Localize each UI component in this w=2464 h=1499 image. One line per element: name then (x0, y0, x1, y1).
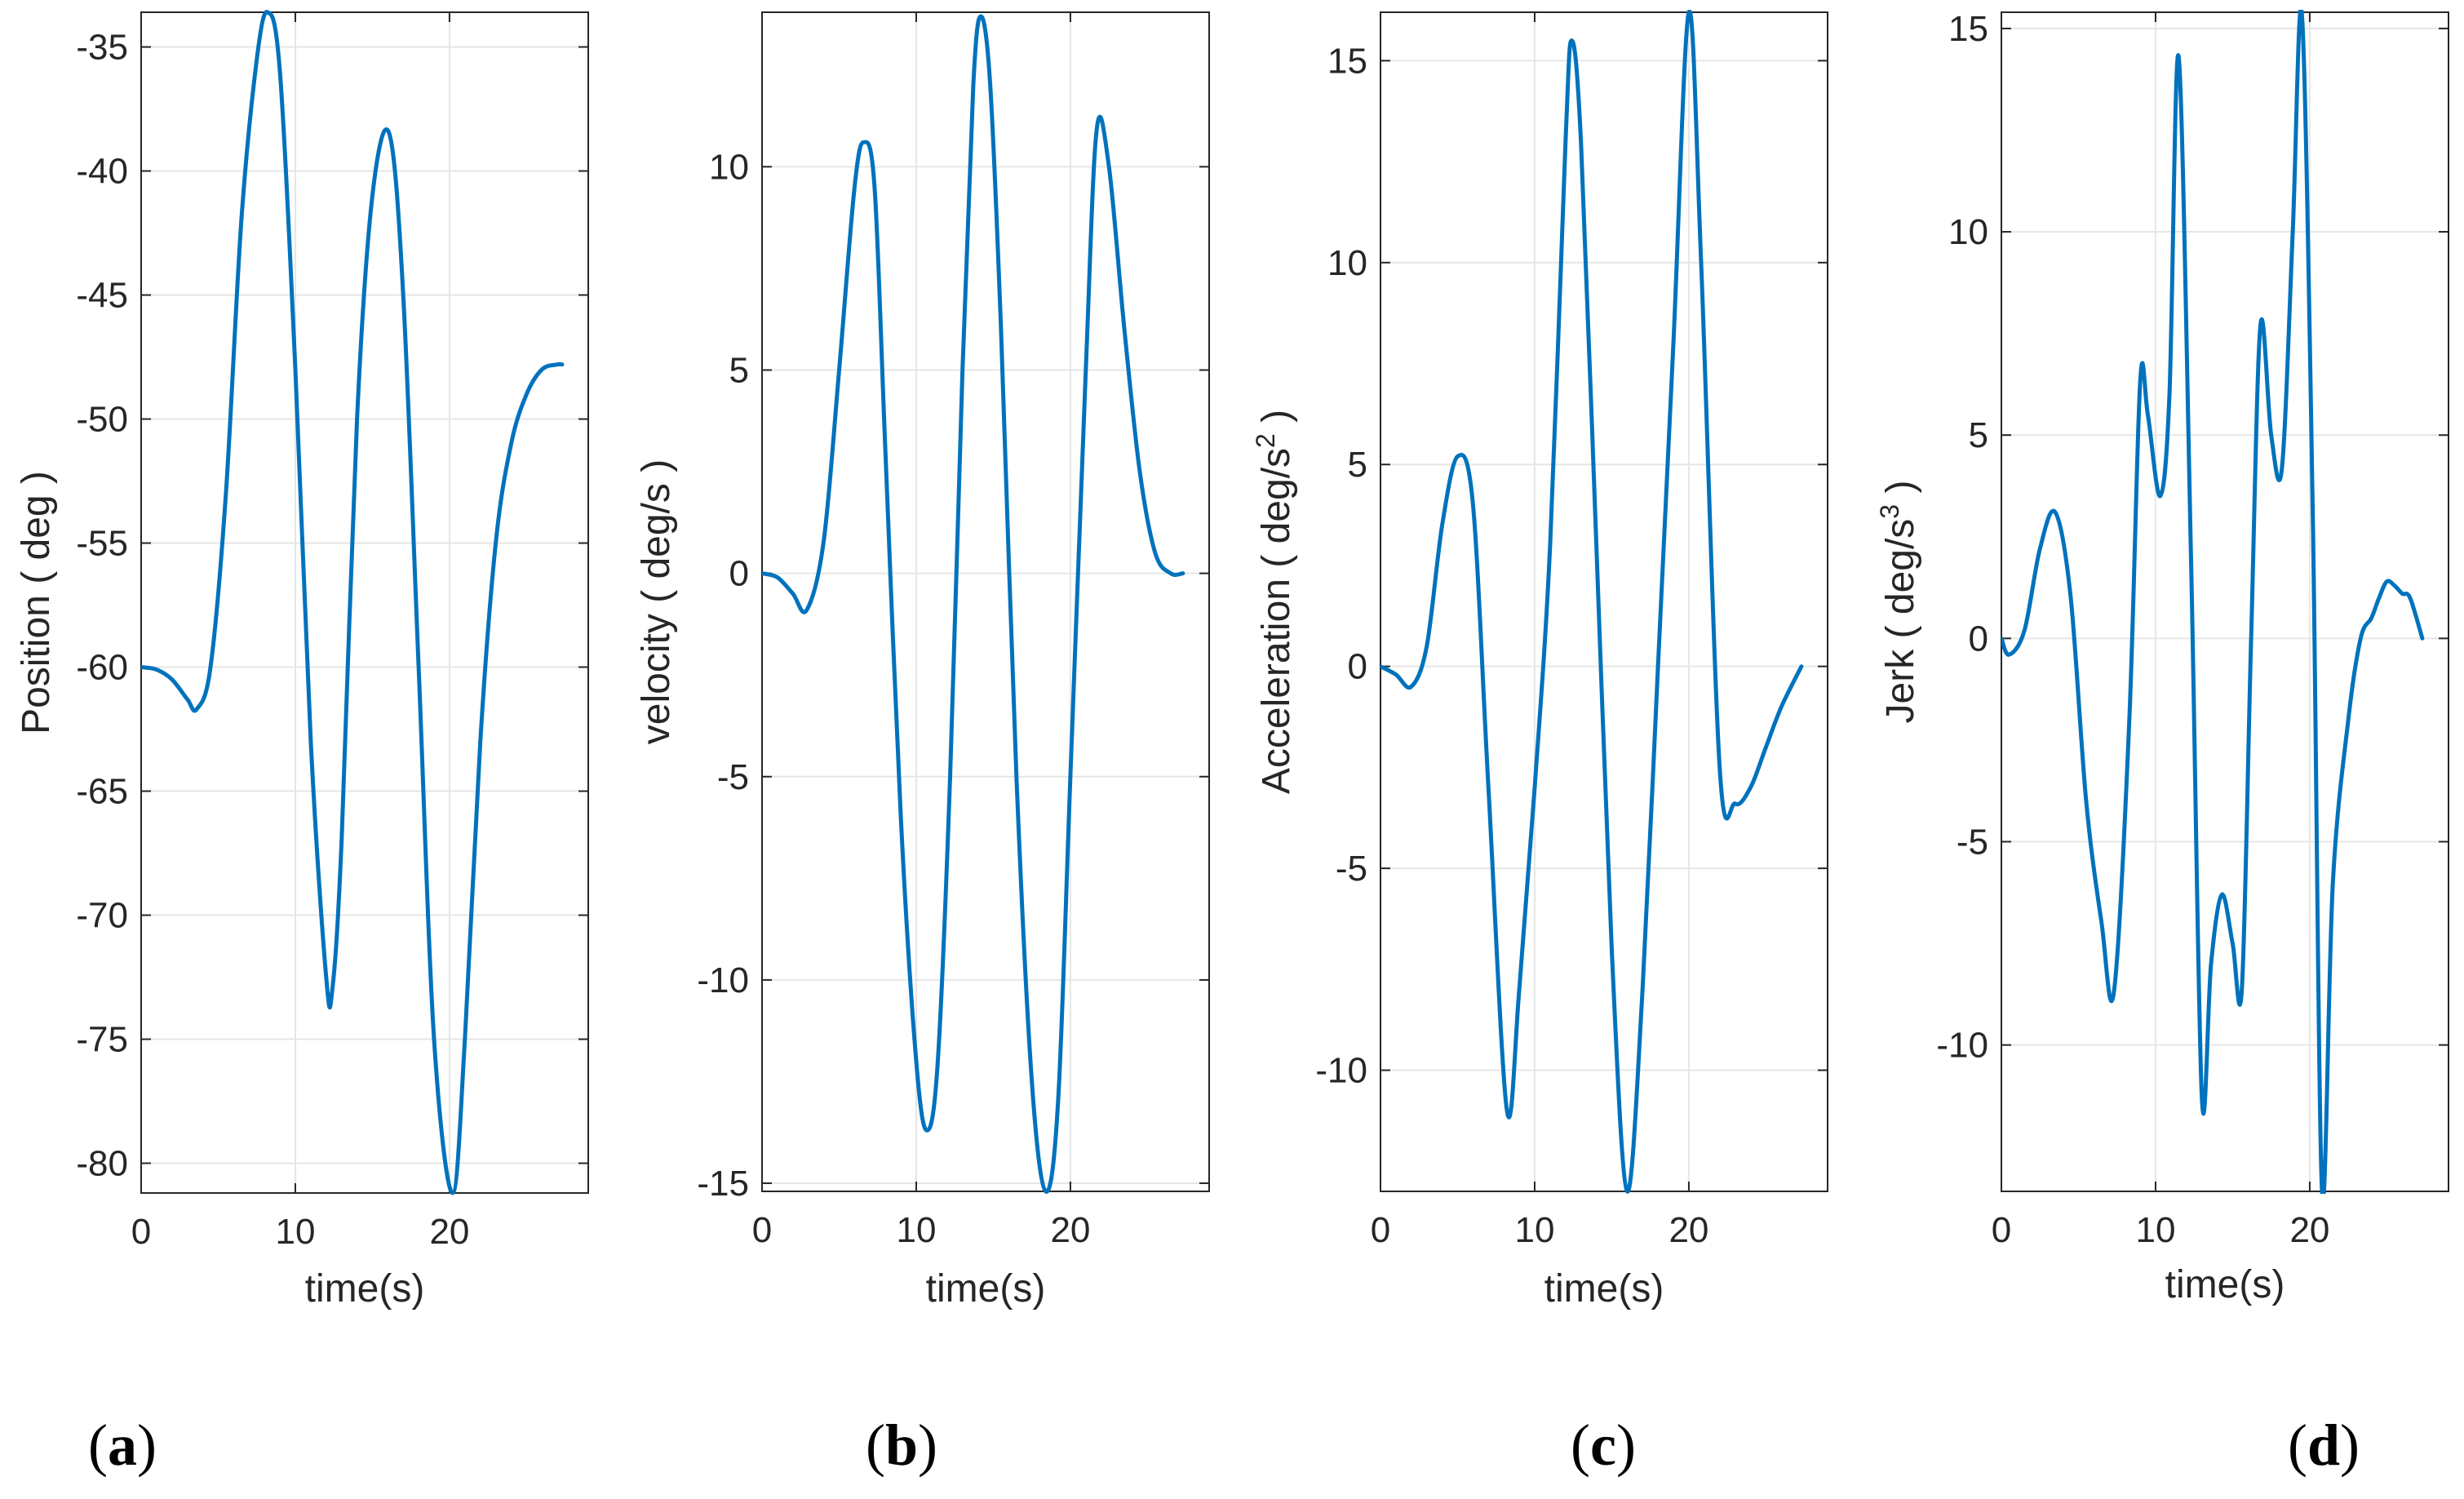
y-tick-label: 10 (1948, 212, 1988, 252)
x-tick-label: 10 (1514, 1210, 1554, 1250)
y-tick-label: 5 (729, 350, 749, 390)
chart-panel-c: 0 10 20 -10 -5 0 5 10 15 time(s) Acceleration ( de… (1251, 10, 1828, 1478)
x-tick-label: 10 (2135, 1210, 2175, 1250)
y-tick-label: 0 (1348, 647, 1367, 687)
y-tick-label: 5 (1969, 415, 1988, 455)
x-tick-label: 20 (2289, 1210, 2329, 1250)
y-tick-label: -10 (697, 960, 749, 1000)
y-tick-label: -65 (76, 772, 128, 812)
axes-frame (140, 11, 589, 1194)
panel-label: (a) (88, 1413, 157, 1478)
series-line (2001, 10, 2425, 1194)
series-line (1380, 10, 1804, 1194)
x-tick-label: 0 (131, 1212, 151, 1252)
y-tick-label: 0 (729, 554, 749, 594)
y-axis-label: Acceleration ( deg/s2 ) (1251, 410, 1298, 794)
y-tick-label: -5 (717, 757, 749, 797)
plot-area (762, 12, 1209, 1191)
x-tick-label: 0 (1992, 1210, 2011, 1250)
y-tick-label: -10 (1936, 1026, 1988, 1066)
y-tick-label: -35 (76, 28, 128, 68)
series-line (141, 10, 565, 1195)
axes-frame (1380, 11, 1828, 1192)
chart-panel-d: 0 10 20 -10 -5 0 5 10 15 time(s) Jerk ( deg/s3 ) (d… (1875, 9, 2449, 1478)
y-axis-label: Position ( deg ) (15, 471, 58, 734)
x-axis-label: time(s) (2165, 1263, 2285, 1306)
y-tick-label: -60 (76, 648, 128, 688)
y-tick-label: 10 (1327, 243, 1367, 283)
x-axis-label: time(s) (1544, 1267, 1664, 1311)
x-tick-label: 10 (896, 1210, 936, 1250)
y-tick-label: 10 (709, 147, 749, 187)
x-tick-label: 20 (1050, 1210, 1090, 1250)
x-tick-label: 20 (1669, 1210, 1708, 1250)
axes-frame (761, 11, 1210, 1192)
panel-label: (c) (1571, 1413, 1636, 1478)
y-tick-label: -5 (1957, 822, 1988, 862)
y-tick-label: 15 (1948, 9, 1988, 49)
y-tick-label: -70 (76, 896, 128, 936)
y-tick-label: 5 (1348, 445, 1367, 485)
x-axis-label: time(s) (305, 1267, 425, 1311)
x-tick-label: 20 (429, 1212, 469, 1252)
y-tick-label: -5 (1336, 849, 1367, 889)
y-tick-label: -55 (76, 524, 128, 564)
y-tick-label: -50 (76, 400, 128, 440)
y-tick-label: -10 (1315, 1051, 1367, 1091)
y-axis-label: Jerk ( deg/s3 ) (1875, 481, 1922, 724)
y-tick-label: 15 (1327, 41, 1367, 81)
plot-area (2001, 12, 2448, 1191)
y-tick-label: -15 (697, 1164, 749, 1204)
y-tick-label: -40 (76, 152, 128, 192)
plot-area (141, 12, 588, 1193)
x-tick-label: 0 (1371, 1210, 1390, 1250)
y-axis-label: velocity ( deg/s ) (635, 459, 678, 744)
x-tick-label: 10 (275, 1212, 315, 1252)
panel-label: (d) (2288, 1413, 2360, 1478)
x-tick-label: 0 (752, 1210, 772, 1250)
x-axis-label: time(s) (926, 1267, 1046, 1311)
chart-panel-b: 0 10 20 -15 -10 -5 0 5 10 time(s) velocity ( deg/s… (635, 11, 1210, 1478)
y-tick-label: -80 (76, 1144, 128, 1184)
series-line (762, 14, 1185, 1194)
panel-label: (b) (866, 1413, 937, 1478)
plot-area (1380, 12, 1828, 1191)
axes-frame (2001, 11, 2449, 1192)
y-tick-label: 0 (1969, 619, 1988, 659)
y-tick-label: -75 (76, 1020, 128, 1060)
y-tick-label: -45 (76, 276, 128, 316)
chart-panel-a: 0 10 20 -80 -75 -70 -65 -60 -55 -50 -45 -40 -35 time(… (15, 10, 589, 1478)
